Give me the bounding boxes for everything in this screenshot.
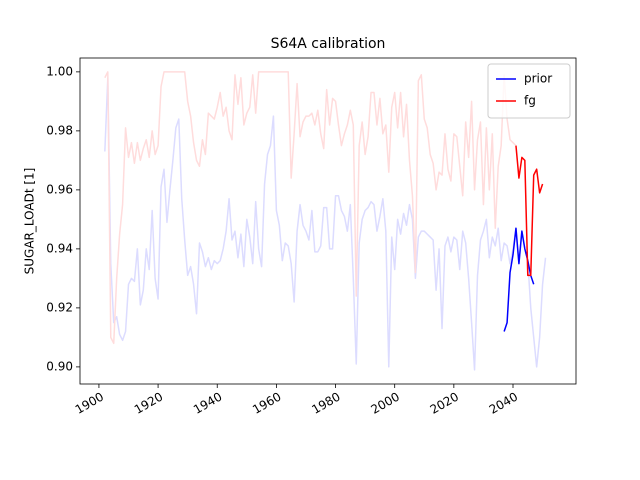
series-line bbox=[104, 77, 547, 371]
y-tick-label: 0.92 bbox=[46, 300, 73, 314]
series-line bbox=[503, 227, 535, 332]
legend-frame bbox=[487, 63, 571, 119]
legend-label: fg bbox=[524, 94, 536, 108]
legend-label: prior bbox=[524, 72, 552, 86]
axes-frame bbox=[79, 57, 577, 385]
y-tick-label: 0.90 bbox=[46, 359, 73, 373]
y-tick-label: 0.96 bbox=[46, 182, 73, 196]
y-tick-label: 0.98 bbox=[46, 123, 73, 137]
y-tick-label: 0.94 bbox=[46, 241, 73, 255]
series-line bbox=[104, 71, 517, 345]
chart-title: S64A calibration bbox=[271, 36, 386, 52]
y-tick-label: 1.00 bbox=[46, 64, 73, 78]
series-line bbox=[515, 145, 544, 277]
y-axis-label: SUGAR_LOADt [1] bbox=[23, 168, 37, 275]
